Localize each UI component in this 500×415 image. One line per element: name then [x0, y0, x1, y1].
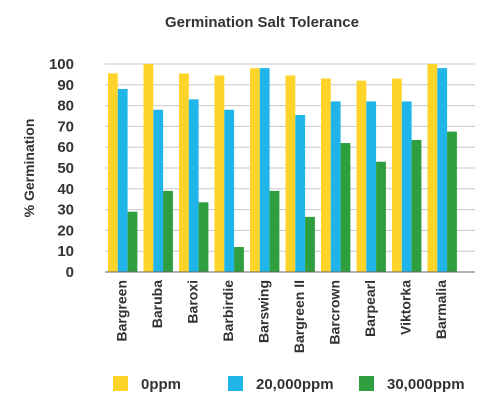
- bar-baroxi-series-1: [188, 99, 199, 272]
- x-tick-label: Barbirdie: [220, 280, 236, 342]
- x-tick-label: Barmalia: [433, 280, 449, 339]
- bar-baruba-series-0: [143, 64, 154, 272]
- y-tick-label: 100: [49, 56, 74, 73]
- bar-bargreen-series-1: [117, 88, 128, 273]
- bars: [108, 64, 457, 273]
- bar-barcrown-series-0: [321, 78, 331, 272]
- y-axis-ticks: 0 10 20 30 40 50 60 70 80 90 100: [49, 56, 74, 281]
- bar-barswing-series-0: [250, 68, 260, 272]
- x-axis-ticks: Bargreen Baruba Baroxi Barbirdie Barswing Bar…: [114, 280, 450, 353]
- bar-barbirdie-series-1: [224, 109, 235, 272]
- bar-bargreen-series-2: [127, 211, 138, 272]
- bar-barbirdie-series-0: [214, 75, 225, 272]
- bar-barmalia-series-1: [437, 68, 448, 272]
- x-tick-label: Barpearl: [362, 280, 378, 337]
- x-tick-label: Baruba: [149, 280, 165, 328]
- bar-viktorka-series-1: [401, 101, 412, 272]
- bar-baruba-series-2: [163, 190, 173, 272]
- y-tick-label: 40: [57, 181, 74, 198]
- y-tick-label: 80: [57, 98, 74, 115]
- x-tick-label: Bargreen II: [291, 280, 307, 353]
- legend-label: 30,000ppm: [387, 376, 465, 393]
- y-tick-label: 0: [66, 264, 74, 281]
- bar-baruba-series-1: [153, 109, 164, 272]
- y-tick-label: 60: [57, 139, 74, 156]
- bar-bargreen-ii-series-0: [285, 75, 296, 272]
- bar-baroxi-series-2: [198, 202, 209, 272]
- y-tick-label: 50: [57, 160, 74, 177]
- x-tick-label: Bargreen: [114, 280, 130, 341]
- y-tick-label: 90: [57, 77, 74, 94]
- bar-barswing-series-2: [269, 190, 280, 272]
- legend-label: 0ppm: [141, 376, 181, 393]
- bar-barpearl-series-0: [356, 80, 367, 272]
- legend-swatch: [113, 376, 128, 391]
- bar-bargreen-series-0: [108, 73, 118, 272]
- bar-barpearl-series-1: [366, 101, 377, 272]
- bar-bargreen-ii-series-2: [305, 216, 315, 272]
- y-tick-label: 10: [57, 243, 74, 260]
- bar-barcrown-series-2: [340, 143, 351, 272]
- y-tick-label: 20: [57, 222, 74, 239]
- x-tick-label: Viktorka: [398, 280, 414, 335]
- bar-barbirdie-series-2: [234, 247, 244, 272]
- bar-barmalia-series-0: [427, 64, 438, 272]
- legend-swatch: [359, 376, 374, 391]
- bar-viktorka-series-0: [392, 78, 402, 272]
- x-tick-label: Barcrown: [327, 280, 343, 345]
- bar-bargreen-ii-series-1: [295, 114, 306, 273]
- y-tick-label: 30: [57, 202, 74, 219]
- bar-baroxi-series-0: [179, 73, 189, 272]
- y-tick-label: 70: [57, 118, 74, 135]
- legend-label: 20,000ppm: [256, 376, 334, 393]
- y-axis-label: % Germination: [21, 119, 37, 218]
- bar-barcrown-series-1: [330, 101, 341, 272]
- bar-barmalia-series-2: [447, 131, 457, 272]
- legend-swatch: [228, 376, 243, 391]
- x-tick-label: Barswing: [256, 280, 272, 343]
- bar-barswing-series-1: [259, 68, 270, 272]
- chart-title: Germination Salt Tolerance: [165, 14, 359, 31]
- bar-barpearl-series-2: [376, 161, 386, 272]
- bar-viktorka-series-2: [411, 139, 422, 272]
- legend: 0ppm 20,000ppm 30,000ppm: [113, 376, 465, 393]
- x-tick-label: Baroxi: [185, 280, 201, 324]
